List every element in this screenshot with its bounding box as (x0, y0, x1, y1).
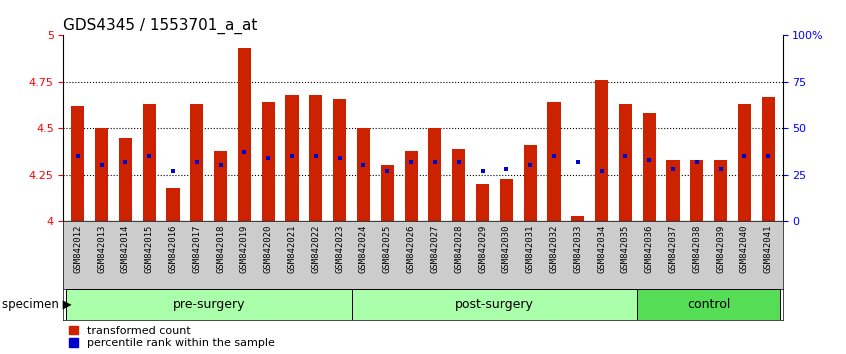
Text: GSM842041: GSM842041 (764, 225, 772, 273)
Bar (261, 102, 275, 221)
Text: GSM842014: GSM842014 (121, 225, 129, 273)
Text: GSM842012: GSM842012 (74, 225, 82, 273)
Text: GSM842036: GSM842036 (645, 225, 654, 273)
Text: GSM842025: GSM842025 (382, 225, 392, 273)
Text: GSM842033: GSM842033 (574, 225, 582, 273)
Text: GSM842038: GSM842038 (692, 225, 701, 273)
Bar (524, 145, 536, 221)
Text: GSM842023: GSM842023 (335, 225, 344, 273)
Text: GSM842031: GSM842031 (525, 225, 535, 273)
Text: GSM842032: GSM842032 (549, 225, 558, 273)
Text: GSM842037: GSM842037 (668, 225, 678, 273)
Bar (690, 160, 703, 221)
Bar (118, 138, 132, 221)
Text: GSM842035: GSM842035 (621, 225, 630, 273)
Text: GSM842040: GSM842040 (740, 225, 749, 273)
Text: GSM842039: GSM842039 (717, 225, 725, 273)
Text: GSM842019: GSM842019 (240, 225, 249, 273)
Bar (95, 128, 108, 221)
Bar (352, 289, 637, 320)
Text: GSM842034: GSM842034 (597, 225, 606, 273)
Text: GSM842016: GSM842016 (168, 225, 178, 273)
Text: specimen ▶: specimen ▶ (2, 298, 71, 311)
Bar (143, 104, 156, 221)
Bar (285, 95, 299, 221)
Bar (310, 95, 322, 221)
Bar (71, 106, 85, 221)
Bar (761, 97, 775, 221)
Text: GSM842017: GSM842017 (192, 225, 201, 273)
Text: GSM842013: GSM842013 (97, 225, 106, 273)
Text: GSM842020: GSM842020 (264, 225, 272, 273)
Bar (428, 128, 442, 221)
Bar (500, 178, 513, 221)
Bar (357, 128, 370, 221)
Bar (667, 160, 679, 221)
Bar (476, 184, 489, 221)
Text: GSM842027: GSM842027 (431, 225, 439, 273)
Legend: transformed count, percentile rank within the sample: transformed count, percentile rank withi… (69, 326, 275, 348)
Text: GSM842028: GSM842028 (454, 225, 464, 273)
Bar (167, 188, 179, 221)
Bar (714, 160, 728, 221)
Text: GSM842024: GSM842024 (359, 225, 368, 273)
Bar (452, 149, 465, 221)
Bar (66, 289, 352, 320)
Bar (214, 151, 228, 221)
Bar (333, 98, 346, 221)
Bar (571, 216, 585, 221)
Bar (738, 104, 751, 221)
Bar (618, 104, 632, 221)
Text: GSM842029: GSM842029 (478, 225, 487, 273)
Text: GSM842022: GSM842022 (311, 225, 321, 273)
Bar (381, 166, 394, 221)
Bar (595, 80, 608, 221)
Bar (404, 151, 418, 221)
Text: post-surgery: post-surgery (455, 298, 534, 311)
Bar (637, 289, 780, 320)
Text: GSM842018: GSM842018 (216, 225, 225, 273)
Bar (547, 102, 561, 221)
Text: GSM842030: GSM842030 (502, 225, 511, 273)
Bar (238, 48, 251, 221)
Bar (643, 113, 656, 221)
Text: GSM842015: GSM842015 (145, 225, 154, 273)
Text: pre-surgery: pre-surgery (173, 298, 245, 311)
Text: GDS4345 / 1553701_a_at: GDS4345 / 1553701_a_at (63, 18, 258, 34)
Bar (190, 104, 203, 221)
Text: GSM842026: GSM842026 (407, 225, 415, 273)
Text: control: control (687, 298, 730, 311)
Text: GSM842021: GSM842021 (288, 225, 297, 273)
